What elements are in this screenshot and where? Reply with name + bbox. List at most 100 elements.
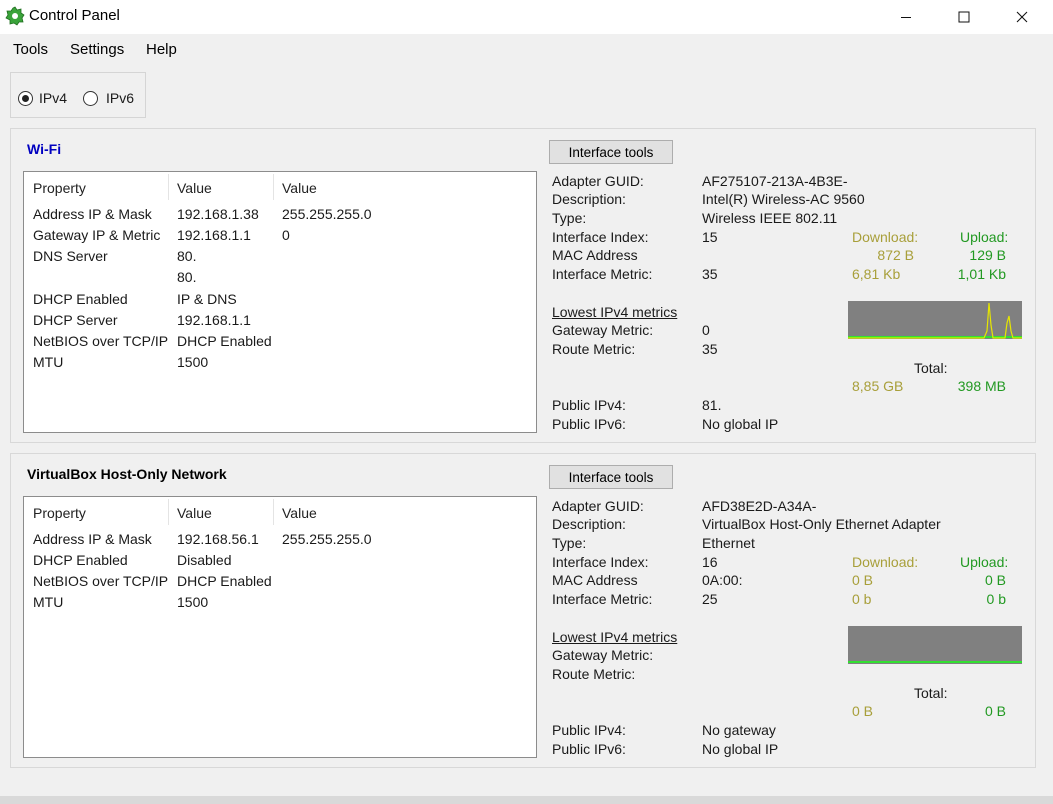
mac-address-value: 0A:00:: [702, 572, 743, 588]
lowest-metrics-label: Lowest IPv4 metrics: [552, 629, 678, 645]
title-bar: Control Panel: [0, 0, 1053, 34]
public-ipv4-value: 81.: [702, 397, 722, 413]
row-property: DHCP Server: [33, 312, 118, 328]
route-metric-label: Route Metric:: [552, 341, 636, 357]
public-ipv6-label: Public IPv6:: [552, 416, 626, 432]
window-title: Control Panel: [29, 7, 120, 24]
public-ipv4-value: No gateway: [702, 722, 776, 738]
menu-tools[interactable]: Tools: [13, 41, 49, 58]
ipv4-label[interactable]: IPv4: [39, 90, 68, 106]
row-value: 192.168.1.1: [177, 312, 251, 328]
upload-label: Upload:: [960, 554, 1009, 570]
header-value-2[interactable]: Value: [282, 180, 317, 196]
virtualbox-section: VirtualBox Host-Only Network Property Va…: [10, 453, 1036, 768]
row-value: 80.: [177, 269, 197, 285]
download-kb: 0 b: [852, 591, 872, 607]
row-value-2: 0: [282, 227, 290, 243]
public-ipv4-label: Public IPv4:: [552, 397, 626, 413]
gateway-metric-value: 0: [702, 322, 710, 338]
upload-rate: 0 B: [984, 572, 1006, 588]
total-download: 8,85 GB: [852, 378, 904, 394]
interface-index-label: Interface Index:: [552, 554, 649, 570]
header-value[interactable]: Value: [177, 505, 212, 521]
public-ipv4-label: Public IPv4:: [552, 722, 626, 738]
download-label: Download:: [852, 229, 919, 245]
download-rate: 0 B: [852, 572, 874, 588]
upload-kb: 0 b: [986, 591, 1006, 607]
wifi-section: Wi-Fi Property Value Value Address IP & …: [10, 128, 1036, 443]
interface-metric-value: 25: [702, 591, 718, 607]
header-value[interactable]: Value: [177, 180, 212, 196]
ipv4-radio[interactable]: [18, 91, 33, 106]
minimize-button[interactable]: [877, 0, 935, 34]
wifi-traffic-graph: [848, 301, 1022, 339]
header-separator: [168, 174, 169, 200]
row-value: DHCP Enabled: [177, 573, 272, 589]
menu-bar: Tools Settings Help: [0, 34, 1053, 66]
total-label: Total:: [914, 685, 948, 701]
row-value: 192.168.56.1: [177, 531, 259, 547]
virtualbox-property-list[interactable]: Property Value Value Address IP & Mask 1…: [23, 496, 537, 758]
interface-index-value: 16: [702, 554, 718, 570]
row-value: DHCP Enabled: [177, 333, 272, 349]
public-ipv6-value: No global IP: [702, 416, 779, 432]
interface-index-value: 15: [702, 229, 718, 245]
adapter-guid-label: Adapter GUID:: [552, 173, 644, 189]
interface-metric-label: Interface Metric:: [552, 266, 653, 282]
total-download: 0 B: [852, 703, 874, 719]
virtualbox-title: VirtualBox Host-Only Network: [27, 466, 227, 482]
row-property: MTU: [33, 594, 64, 610]
header-value-2[interactable]: Value: [282, 505, 317, 521]
upload-rate: 129 B: [969, 247, 1006, 263]
public-ipv6-value: No global IP: [702, 741, 779, 757]
row-value: 1500: [177, 354, 209, 370]
row-value: 80.: [177, 248, 197, 264]
header-property[interactable]: Property: [33, 180, 86, 196]
type-value: Ethernet: [702, 535, 755, 551]
traffic-graph-svg: [848, 302, 1022, 339]
header-separator: [273, 499, 274, 525]
row-property: Gateway IP & Metric: [33, 227, 161, 243]
ipv6-label[interactable]: IPv6: [106, 90, 135, 106]
ipv6-radio[interactable]: [83, 91, 98, 106]
menu-help[interactable]: Help: [146, 41, 177, 58]
traffic-graph-svg: [848, 661, 1022, 663]
wifi-property-list[interactable]: Property Value Value Address IP & Mask 1…: [23, 171, 537, 433]
maximize-button[interactable]: [935, 0, 993, 34]
upload-label: Upload:: [960, 229, 1009, 245]
close-button[interactable]: [993, 0, 1051, 34]
type-label: Type:: [552, 535, 587, 551]
gateway-metric-label: Gateway Metric:: [552, 322, 654, 338]
maximize-icon: [958, 11, 970, 23]
description-value: VirtualBox Host-Only Ethernet Adapter: [702, 516, 941, 532]
row-value: Disabled: [177, 552, 232, 568]
total-label: Total:: [914, 360, 948, 376]
description-label: Description:: [552, 191, 626, 207]
gateway-metric-label: Gateway Metric:: [552, 647, 654, 663]
type-value: Wireless IEEE 802.11: [702, 210, 838, 226]
lowest-metrics-label: Lowest IPv4 metrics: [552, 304, 678, 320]
minimize-icon: [901, 17, 911, 18]
adapter-guid-value: AFD38E2D-A34A-: [702, 498, 817, 514]
total-upload: 0 B: [984, 703, 1006, 719]
window-bottom-edge: [0, 796, 1053, 804]
description-value: Intel(R) Wireless-AC 9560: [702, 191, 865, 207]
wifi-interface-tools-button[interactable]: Interface tools: [549, 140, 673, 164]
ip-version-group: IPv4 IPv6: [10, 72, 146, 118]
radio-selected-dot: [22, 95, 29, 102]
download-graph-line: [848, 302, 1022, 339]
row-property: DHCP Enabled: [33, 291, 128, 307]
adapter-guid-label: Adapter GUID:: [552, 498, 644, 514]
virtualbox-interface-tools-button[interactable]: Interface tools: [549, 465, 673, 489]
row-property: MTU: [33, 354, 64, 370]
header-property[interactable]: Property: [33, 505, 86, 521]
row-property: DNS Server: [33, 248, 108, 264]
download-label: Download:: [852, 554, 919, 570]
route-metric-value: 35: [702, 341, 718, 357]
row-property: DHCP Enabled: [33, 552, 128, 568]
interface-index-label: Interface Index:: [552, 229, 649, 245]
row-value-2: 255.255.255.0: [282, 206, 372, 222]
header-separator: [168, 499, 169, 525]
menu-settings[interactable]: Settings: [70, 41, 125, 58]
virtualbox-traffic-graph: [848, 626, 1022, 664]
